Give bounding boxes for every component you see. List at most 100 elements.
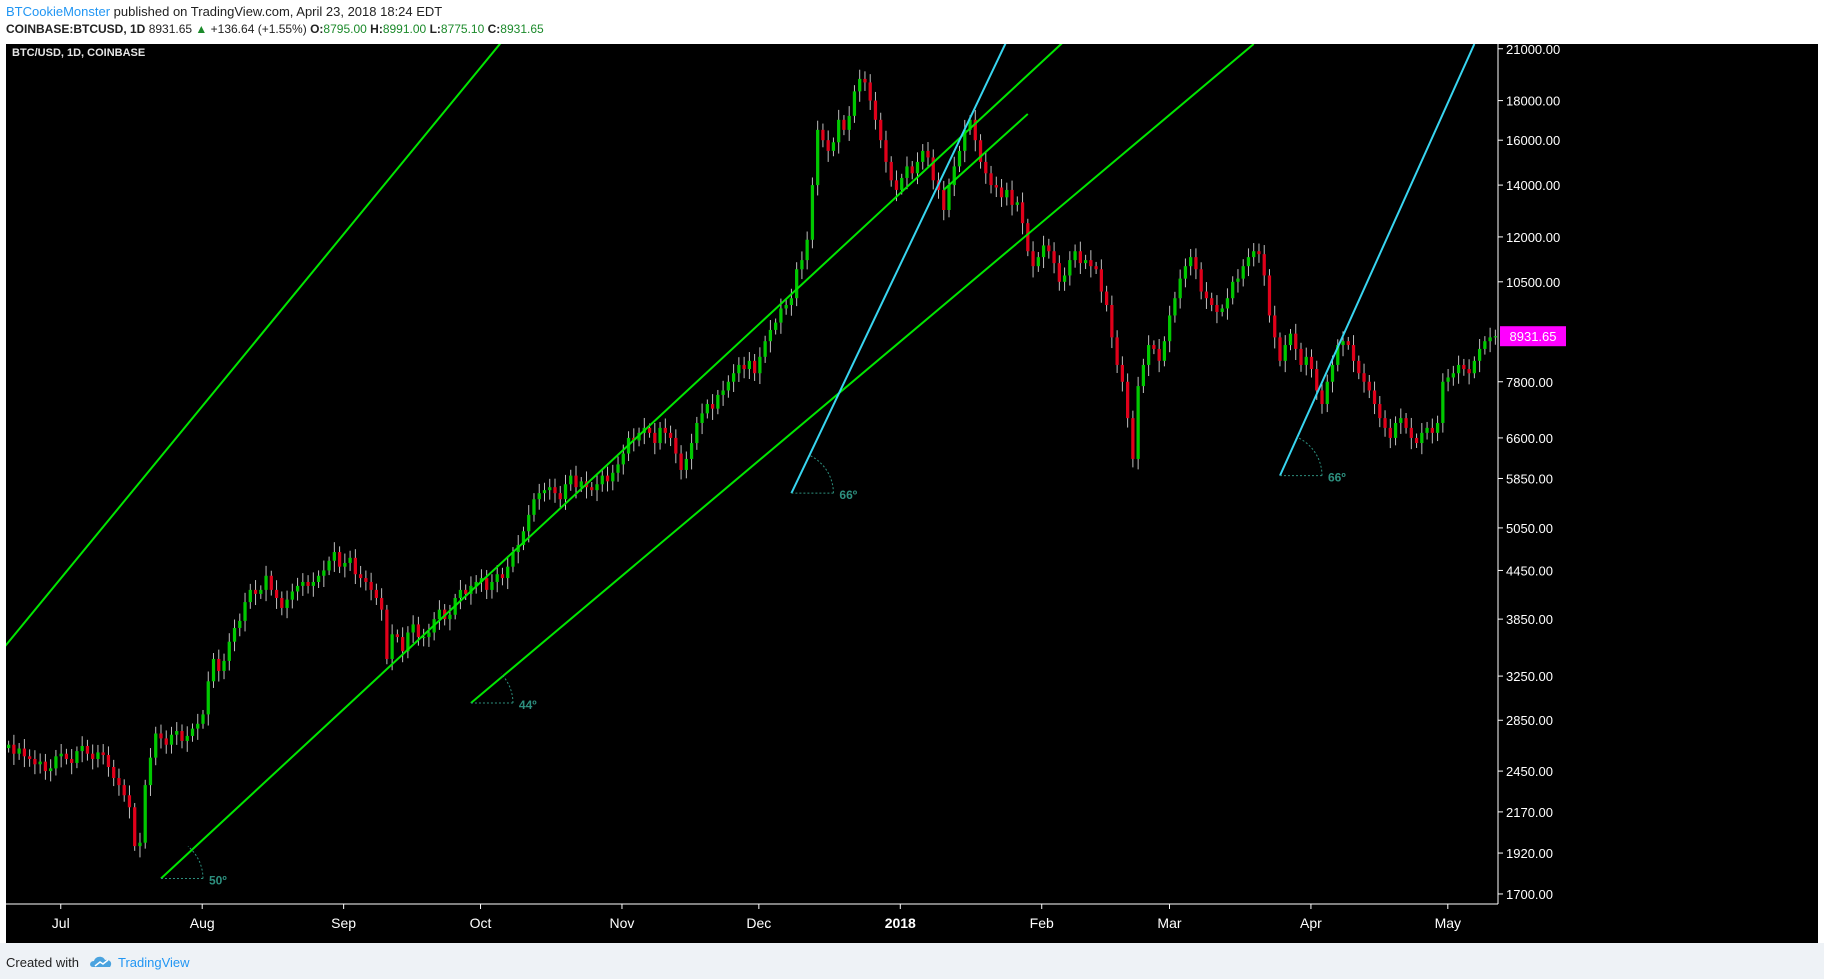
candle-body [1304, 356, 1308, 365]
candle-body [663, 427, 667, 433]
x-tick-label: Dec [746, 915, 771, 931]
publication-line: BTCookieMonster published on TradingView… [6, 4, 442, 19]
candle-body [22, 748, 27, 757]
candle-body [737, 364, 741, 374]
candle-body [1215, 305, 1219, 312]
candle-body [1309, 356, 1314, 370]
candle-body [437, 609, 442, 620]
candle-body [768, 329, 773, 342]
candle-body [747, 360, 752, 370]
candle-body [59, 753, 63, 757]
candle-body [159, 733, 163, 739]
candle-body [70, 758, 74, 763]
candle-body [1430, 427, 1434, 433]
author-link[interactable]: BTCookieMonster [6, 4, 111, 19]
time-axis [6, 904, 1818, 943]
high-label: H: [370, 22, 383, 36]
y-tick-label: 21000.00 [1506, 44, 1560, 57]
candle-body [763, 341, 767, 357]
candle-body [1399, 418, 1403, 423]
candle-body [957, 150, 962, 167]
candle-body [579, 481, 583, 488]
candle-body [1362, 373, 1366, 382]
candle-body [1052, 251, 1056, 264]
x-tick-label: Nov [610, 915, 635, 931]
candle-body [742, 364, 746, 370]
candle-body [201, 714, 205, 724]
candle-body [490, 581, 494, 590]
candle-body [1131, 418, 1135, 459]
candle-body [54, 756, 58, 769]
candle-body [674, 437, 678, 454]
candle-body [1483, 341, 1487, 349]
open-label: O: [310, 22, 324, 36]
candle-body [1178, 278, 1182, 299]
x-tick-label: Mar [1157, 915, 1181, 931]
tradingview-cloud-icon[interactable] [88, 954, 114, 973]
candle-body [385, 609, 389, 659]
candle-body [464, 589, 468, 594]
candle-body [6, 744, 11, 749]
candle-body [1026, 223, 1030, 252]
candle-body [842, 119, 846, 130]
candle-body [1252, 251, 1256, 258]
candle-body [826, 140, 830, 151]
low-value: 8775.10 [440, 22, 485, 36]
candle-body [705, 404, 709, 414]
candle-body [401, 637, 405, 652]
candle-body [1241, 266, 1245, 279]
candle-body [1383, 418, 1387, 428]
candle-body [805, 239, 809, 261]
symbol-label: COINBASE:BTCUSD, 1D [6, 22, 146, 36]
candle-body [726, 381, 730, 391]
candle-body [1441, 381, 1445, 423]
candle-body [1477, 348, 1482, 361]
up-arrow-icon: ▲ [195, 22, 208, 36]
candle-body [1346, 341, 1350, 346]
high-value: 8991.00 [382, 22, 427, 36]
y-tick-label: 6600.00 [1506, 431, 1553, 446]
chart-panel[interactable]: 50º44º66º66º50º59ºBTC/USD, 1D, COINBASE2… [6, 44, 1818, 943]
candle-body [274, 589, 279, 598]
candle-body [80, 745, 84, 752]
last-price: 8931.65 [148, 22, 193, 36]
candle-body [495, 574, 499, 582]
candle-body [353, 557, 357, 575]
price-chart[interactable]: 50º44º66º66º50º59ºBTC/USD, 1D, COINBASE2… [6, 44, 1818, 943]
candle-body [532, 499, 536, 515]
candle-body [485, 578, 489, 590]
candle-body [879, 119, 883, 141]
candle-body [1047, 245, 1051, 252]
candle-body [1267, 275, 1272, 316]
candle-body [1372, 390, 1377, 405]
candle-body [1173, 298, 1177, 316]
candle-body [1299, 348, 1303, 365]
candle-body [1467, 369, 1471, 374]
candle-body [563, 484, 568, 500]
candle-body [700, 413, 704, 423]
candle-body [1330, 364, 1335, 382]
candle-body [28, 756, 32, 759]
y-tick-label: 1700.00 [1506, 887, 1553, 902]
candle-body [96, 752, 100, 759]
candle-body [479, 578, 484, 582]
candle-body [211, 658, 216, 682]
candle-body [38, 761, 42, 765]
candle-body [774, 322, 778, 330]
candle-body [169, 734, 174, 745]
close-value: 8931.65 [500, 22, 544, 36]
candle-body [422, 637, 426, 639]
candle-body [553, 487, 557, 494]
candle-body [232, 627, 237, 642]
angle-label: 66º [1328, 471, 1346, 485]
candle-body [406, 632, 410, 652]
price-change: +136.64 (+1.55%) [210, 22, 307, 36]
open-value: 8795.00 [323, 22, 367, 36]
candle-body [931, 157, 935, 181]
candle-body [952, 166, 956, 186]
candle-body [810, 185, 815, 240]
price-axis [1498, 44, 1818, 943]
candle-body [17, 748, 21, 754]
candle-body [595, 484, 599, 491]
tradingview-link[interactable]: TradingView [118, 955, 190, 970]
